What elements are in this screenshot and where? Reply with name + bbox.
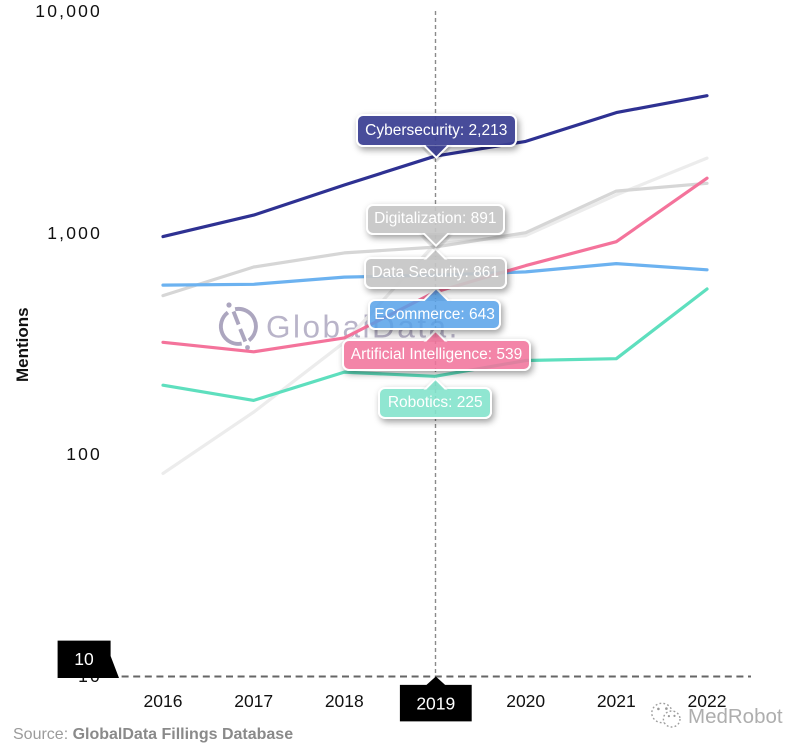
svg-text:10: 10 (74, 649, 94, 669)
svg-text:2019: 2019 (416, 694, 455, 714)
